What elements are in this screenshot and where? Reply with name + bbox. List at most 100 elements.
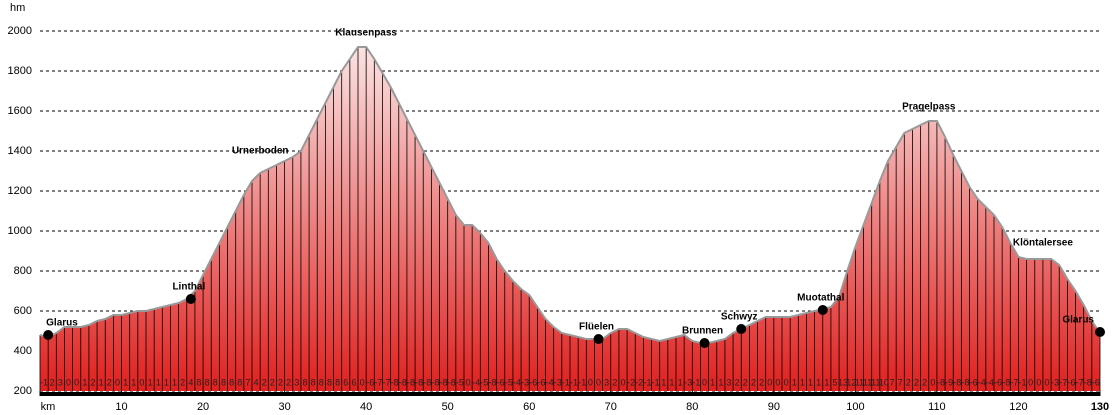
gradient-label: -1 bbox=[652, 377, 660, 387]
gradient-label: -1 bbox=[578, 377, 586, 387]
area-fill bbox=[40, 47, 1100, 391]
gradient-label: 2 bbox=[50, 377, 55, 387]
gradient-label: -6 bbox=[537, 377, 545, 387]
gradient-label: -2 bbox=[635, 377, 643, 387]
gradient-label: 0 bbox=[139, 377, 144, 387]
gradient-label: 3 bbox=[58, 377, 63, 387]
x-tick-label: 90 bbox=[768, 401, 780, 413]
gradient-label: -9 bbox=[945, 377, 953, 387]
gradient-label: -4 bbox=[472, 377, 480, 387]
y-tick-label: 1800 bbox=[8, 65, 32, 77]
y-tick-label: 200 bbox=[14, 385, 32, 397]
y-tick-label: 1400 bbox=[8, 145, 32, 157]
gradient-label: -8 bbox=[399, 377, 407, 387]
gradient-label: -8 bbox=[391, 377, 399, 387]
gradient-label: 8 bbox=[205, 377, 210, 387]
gradient-label: -8 bbox=[440, 377, 448, 387]
x-tick-label: km bbox=[41, 401, 56, 413]
place-label: Brunnen bbox=[682, 326, 723, 337]
gradient-label: 2 bbox=[270, 377, 275, 387]
gradient-label: 8 bbox=[327, 377, 332, 387]
gradient-label: 0 bbox=[360, 377, 365, 387]
gradient-label: 1 bbox=[792, 377, 797, 387]
place-marker bbox=[817, 305, 828, 315]
gradient-label: -8 bbox=[961, 377, 969, 387]
gradient-label: 6 bbox=[343, 377, 348, 387]
gradient-label: 0 bbox=[115, 377, 120, 387]
gradient-label: -5 bbox=[480, 377, 488, 387]
gradient-label: 2 bbox=[735, 377, 740, 387]
gradient-label: 0 bbox=[596, 377, 601, 387]
gradient-label: -6 bbox=[970, 377, 978, 387]
gradient-label: 1 bbox=[669, 377, 674, 387]
gradient-label: -1 bbox=[40, 377, 48, 387]
gradient-label: -6 bbox=[529, 377, 537, 387]
gradient-label: -5 bbox=[456, 377, 464, 387]
gradient-label: -6 bbox=[497, 377, 505, 387]
gradient-label: -4 bbox=[986, 377, 994, 387]
gradient-label: -6 bbox=[1092, 377, 1100, 387]
x-tick-label: 100 bbox=[846, 401, 864, 413]
place-label: Schwyz bbox=[721, 312, 758, 323]
gradient-label: 2 bbox=[180, 377, 185, 387]
place-label: Pragelpass bbox=[902, 102, 956, 113]
gradient-label: -8 bbox=[953, 377, 961, 387]
gradient-label: -1 bbox=[562, 377, 570, 387]
place-marker bbox=[736, 324, 747, 334]
gradient-label: -4 bbox=[546, 377, 554, 387]
gradient-label: -7 bbox=[374, 377, 382, 387]
gradient-label: -8 bbox=[937, 377, 945, 387]
gradient-label: 2 bbox=[107, 377, 112, 387]
gradient-label: -8 bbox=[407, 377, 415, 387]
y-tick-label: 600 bbox=[14, 305, 32, 317]
gradient-label: -3 bbox=[521, 377, 529, 387]
gradient-label: 1 bbox=[678, 377, 683, 387]
gradient-label: 1 bbox=[148, 377, 153, 387]
place-marker bbox=[593, 334, 604, 344]
gradient-label: 8 bbox=[221, 377, 226, 387]
gradient-label: 2 bbox=[286, 377, 291, 387]
gradient-label: 2 bbox=[906, 377, 911, 387]
gradient-label: -8 bbox=[1002, 377, 1010, 387]
x-tick-label: 10 bbox=[115, 401, 127, 413]
gradient-label: 2 bbox=[612, 377, 617, 387]
gradient-label: 1 bbox=[123, 377, 128, 387]
gradient-label: 11 bbox=[871, 377, 880, 387]
gradient-label: 1 bbox=[82, 377, 87, 387]
gradient-label: 3 bbox=[294, 377, 299, 387]
gradient-label: 2 bbox=[90, 377, 95, 387]
y-tick-label: 400 bbox=[14, 345, 32, 357]
gradient-label: 0 bbox=[930, 377, 935, 387]
gradient-label: -8 bbox=[415, 377, 423, 387]
gradient-label: 11 bbox=[863, 377, 872, 387]
gradient-label: 0 bbox=[767, 377, 772, 387]
gradient-label: 8 bbox=[335, 377, 340, 387]
gradient-label: 0 bbox=[1028, 377, 1033, 387]
gradient-label: 2 bbox=[922, 377, 927, 387]
gradient-label: -8 bbox=[489, 377, 497, 387]
y-tick-label: 2000 bbox=[8, 25, 32, 37]
gradient-label: 11 bbox=[855, 377, 864, 387]
y-tick-label: 1000 bbox=[8, 225, 32, 237]
place-label: Linthal bbox=[172, 282, 205, 293]
x-tick-label: 110 bbox=[928, 401, 946, 413]
gradient-label: 0 bbox=[588, 377, 593, 387]
place-marker bbox=[43, 330, 54, 340]
x-tick-label: 70 bbox=[605, 401, 617, 413]
gradient-label: -7 bbox=[383, 377, 391, 387]
place-label: Glarus bbox=[46, 318, 78, 329]
x-tick-label: 80 bbox=[686, 401, 698, 413]
place-marker bbox=[185, 294, 196, 304]
x-tick-label: 30 bbox=[278, 401, 290, 413]
gradient-label: -6 bbox=[994, 377, 1002, 387]
gradient-label: -7 bbox=[1076, 377, 1084, 387]
place-label: Klöntalersee bbox=[1013, 238, 1073, 249]
gradient-label: 1 bbox=[99, 377, 104, 387]
gradient-label: -1 bbox=[570, 377, 578, 387]
gradient-label: 2 bbox=[278, 377, 283, 387]
gradient-label: 0 bbox=[466, 377, 471, 387]
gradient-label: 8 bbox=[229, 377, 234, 387]
gradient-label: 0 bbox=[702, 377, 707, 387]
